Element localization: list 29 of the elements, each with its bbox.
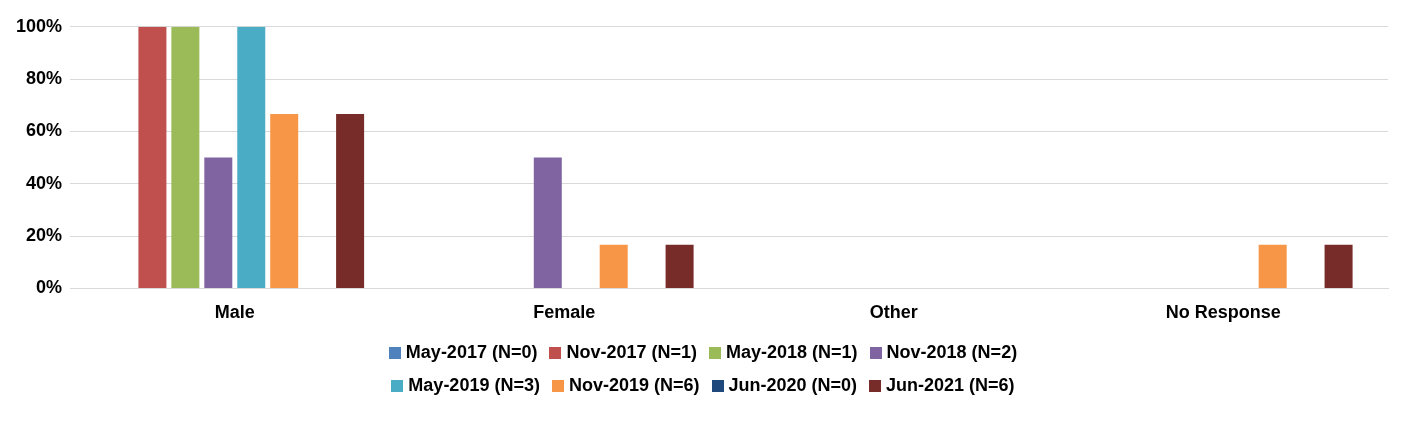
- y-tick-label: 20%: [26, 225, 63, 246]
- bar: [270, 113, 299, 288]
- legend-label: May-2018 (N=1): [726, 342, 858, 363]
- bar: [665, 244, 694, 288]
- bar: [1258, 244, 1287, 288]
- bar: [237, 26, 266, 288]
- legend-label: Jun-2020 (N=0): [728, 375, 858, 396]
- x-tick-label: Male: [214, 302, 255, 323]
- y-tick-label: 100%: [15, 15, 63, 36]
- y-tick-label: 40%: [26, 172, 63, 193]
- bar: [599, 244, 628, 288]
- y-tick-label: 60%: [26, 120, 63, 141]
- legend-label: May-2019 (N=3): [408, 375, 540, 396]
- legend-label: Jun-2021 (N=6): [886, 375, 1015, 396]
- legend-label: Nov-2019 (N=6): [568, 375, 700, 396]
- x-tick-label: No Response: [1165, 302, 1281, 323]
- y-tick-label: 0%: [36, 277, 63, 298]
- bar: [336, 113, 365, 288]
- bar: [533, 157, 562, 288]
- legend-label: May-2017 (N=0): [405, 342, 538, 363]
- legend-label: Nov-2017 (N=1): [566, 342, 697, 363]
- bar: [204, 157, 233, 288]
- bar: [138, 26, 167, 288]
- x-tick-label: Female: [533, 302, 596, 323]
- y-tick-label: 80%: [26, 68, 63, 89]
- legend-label: Nov-2018 (N=2): [886, 342, 1018, 363]
- bar: [171, 26, 200, 288]
- bar: [1324, 244, 1353, 288]
- x-tick-label: Other: [869, 302, 918, 323]
